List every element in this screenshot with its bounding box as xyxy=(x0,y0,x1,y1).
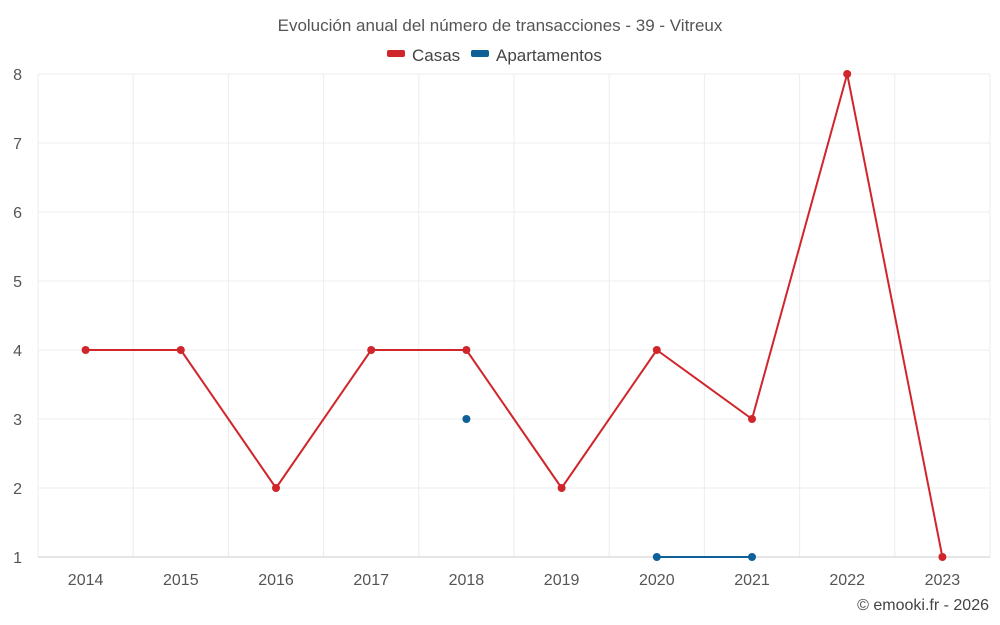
data-point-apartamentos[interactable] xyxy=(748,553,756,561)
series-layer xyxy=(81,70,947,561)
data-point-casas[interactable] xyxy=(462,346,471,354)
x-axis-ticks: 2014 2015 2016 2017 2018 2019 2020 2021 2022 2023 xyxy=(68,572,960,589)
y-tick-label: 8 xyxy=(13,67,22,84)
x-tick-label: 2016 xyxy=(258,572,294,589)
data-point-casas[interactable] xyxy=(272,484,280,492)
data-point-casas[interactable] xyxy=(367,346,376,354)
y-tick-label: 4 xyxy=(13,343,22,360)
data-point-casas[interactable] xyxy=(938,553,947,561)
data-point-casas[interactable] xyxy=(557,484,566,492)
series-line-segment-casas xyxy=(179,349,277,489)
y-tick-label: 6 xyxy=(13,205,22,222)
y-tick-label: 5 xyxy=(13,274,22,291)
legend-label-casas: Casas xyxy=(412,46,460,65)
legend-item-casas[interactable]: Casas xyxy=(387,46,460,65)
series-apartamentos xyxy=(462,415,756,561)
x-tick-label: 2019 xyxy=(544,572,580,589)
y-tick-label: 2 xyxy=(13,481,22,498)
series-line-segment-casas xyxy=(560,349,658,489)
data-point-casas[interactable] xyxy=(176,346,185,354)
data-point-casas[interactable] xyxy=(81,346,90,354)
series-casas xyxy=(81,70,947,561)
x-tick-label: 2020 xyxy=(639,572,675,589)
data-point-apartamentos[interactable] xyxy=(462,415,471,423)
series-line-segment-casas xyxy=(655,349,753,420)
chart-title: Evolución anual del número de transaccio… xyxy=(278,16,723,35)
x-tick-label: 2015 xyxy=(163,572,199,589)
x-tick-label: 2014 xyxy=(68,572,104,589)
data-point-casas[interactable] xyxy=(843,70,852,78)
series-line-segment-casas xyxy=(846,73,944,558)
data-point-casas[interactable] xyxy=(652,346,661,354)
y-tick-label: 1 xyxy=(13,550,22,567)
data-point-apartamentos[interactable] xyxy=(652,553,661,561)
series-line-segment-casas xyxy=(275,349,373,489)
credit-text: © emooki.fr - 2026 xyxy=(857,597,989,614)
legend-swatch-apartamentos xyxy=(471,50,489,57)
y-tick-label: 3 xyxy=(13,412,22,429)
x-tick-label: 2022 xyxy=(829,572,865,589)
y-axis-ticks: 1 2 3 4 5 6 7 8 xyxy=(13,67,22,567)
legend[interactable]: Casas Apartamentos xyxy=(387,46,602,65)
data-point-casas[interactable] xyxy=(748,415,756,423)
x-tick-label: 2023 xyxy=(925,572,961,589)
x-tick-label: 2017 xyxy=(353,572,389,589)
legend-item-apartamentos[interactable]: Apartamentos xyxy=(471,46,602,65)
series-line-segment-casas xyxy=(751,73,849,420)
legend-swatch-casas xyxy=(387,50,405,57)
legend-label-apartamentos: Apartamentos xyxy=(496,46,602,65)
x-tick-label: 2018 xyxy=(449,572,485,589)
series-line-segment-casas xyxy=(465,349,563,489)
x-tick-label: 2021 xyxy=(734,572,770,589)
grid xyxy=(37,73,991,558)
y-tick-label: 7 xyxy=(13,136,22,153)
